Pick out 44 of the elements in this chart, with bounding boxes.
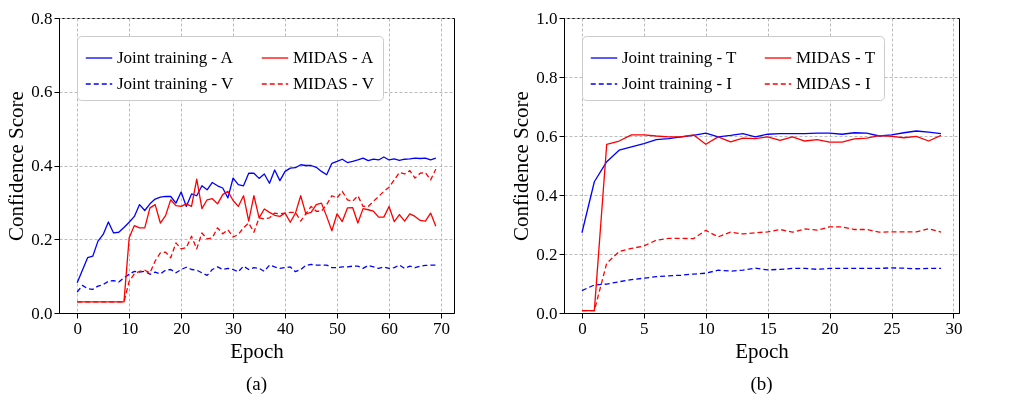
y-tick-label: 0.6 [31,82,53,102]
x-tick-label: 5 [640,318,649,338]
x-tick-label: 15 [759,318,777,338]
x-tick-label: 30 [945,318,963,338]
x-tick-label: 20 [821,318,839,338]
x-axis-title: Epoch [735,338,790,363]
y-tick-label: 0.0 [31,303,53,323]
x-tick-label: 70 [433,318,451,338]
line-series [76,156,437,284]
legend-label: MIDAS - T [796,48,876,67]
x-tick-label: 0 [73,318,82,338]
legend-label: Joint training - V [117,74,235,93]
y-tick-label: 0.8 [536,67,558,87]
y-tick-label: 0.0 [536,303,558,323]
legend-label: MIDAS - V [293,74,375,93]
y-tick-label: 0.2 [31,229,53,249]
y-tick-label: 0.8 [31,8,53,28]
y-tick-label: 0.4 [536,185,558,205]
x-tick-label: 0 [578,318,587,338]
text: (a) [245,373,268,395]
legend-label: Joint training - A [117,48,234,67]
text: (b) [750,373,773,395]
legend-label: Joint training - T [622,48,738,67]
x-axis-title: Epoch [230,338,285,363]
legend-label: MIDAS - I [796,74,871,93]
line-series [76,263,437,293]
x-tick-label: 20 [173,318,191,338]
line-series [581,130,942,234]
legend-label: Joint training - I [622,74,733,93]
legend-label: MIDAS - A [293,48,375,67]
x-tick-label: 60 [381,318,399,338]
y-axis-title: Confidence Score [4,91,29,241]
x-tick-label: 30 [225,318,243,338]
x-tick-label: 10 [121,318,139,338]
line-series [581,267,942,292]
y-axis-title: Confidence Score [509,91,534,241]
y-tick-label: 1.0 [536,8,558,28]
x-tick-label: 40 [277,318,295,338]
x-tick-label: 50 [329,318,347,338]
x-tick-label: 25 [883,318,901,338]
y-tick-label: 0.6 [536,126,558,146]
y-tick-label: 0.4 [31,156,53,175]
x-tick-label: 10 [697,318,715,338]
y-tick-label: 0.2 [536,244,558,264]
